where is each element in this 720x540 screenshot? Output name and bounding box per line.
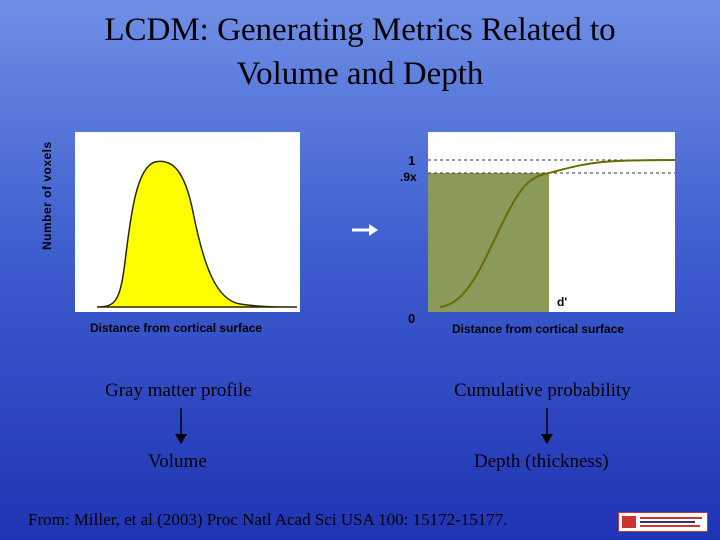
depth-marker-label: d' [557,295,568,309]
slide-title: LCDM: Generating Metrics Related to Volu… [0,8,720,96]
y-tick-0: 0 [408,311,416,326]
gray-matter-profile-curve [96,160,298,308]
y-tick-9x: .9x [400,170,417,184]
caption-volume: Volume [148,451,207,472]
cumulative-probability-chart [428,132,676,312]
title-line-1: LCDM: Generating Metrics Related to [104,12,616,48]
left-chart-x-axis-label: Distance from cortical surface [90,321,263,335]
gray-matter-profile-chart [75,132,300,312]
logo-graphic [622,516,702,528]
caption-depth-thickness: Depth (thickness) [474,451,609,472]
right-arrow-icon [352,224,378,236]
cumulative-probability-plot [428,159,676,312]
title-line-2: Volume and Depth [236,56,484,92]
citation: From: Miller, et al (2003) Proc Natl Aca… [28,510,508,529]
left-chart-y-axis-label: Number of voxels [40,141,54,250]
y-tick-1: 1 [408,153,416,168]
caption-gray-matter-profile: Gray matter profile [105,380,252,401]
down-arrow-icon [175,408,187,444]
gray-matter-profile-plot [96,160,298,308]
cumulative-probability-curve [439,159,676,308]
depth-shaded-region [428,173,549,312]
down-arrow-icon [541,408,553,444]
institution-logo [618,512,708,532]
right-chart-x-axis-label: Distance from cortical surface [452,322,625,336]
caption-cumulative-probability: Cumulative probability [454,380,631,401]
